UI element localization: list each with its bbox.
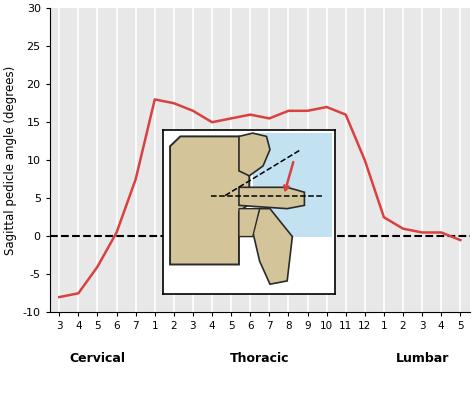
Text: Cervical: Cervical xyxy=(70,352,126,365)
Text: Thoracic: Thoracic xyxy=(230,352,290,365)
Text: Lumbar: Lumbar xyxy=(395,352,449,365)
Y-axis label: Sagittal pedicle angle (degrees): Sagittal pedicle angle (degrees) xyxy=(4,66,17,255)
